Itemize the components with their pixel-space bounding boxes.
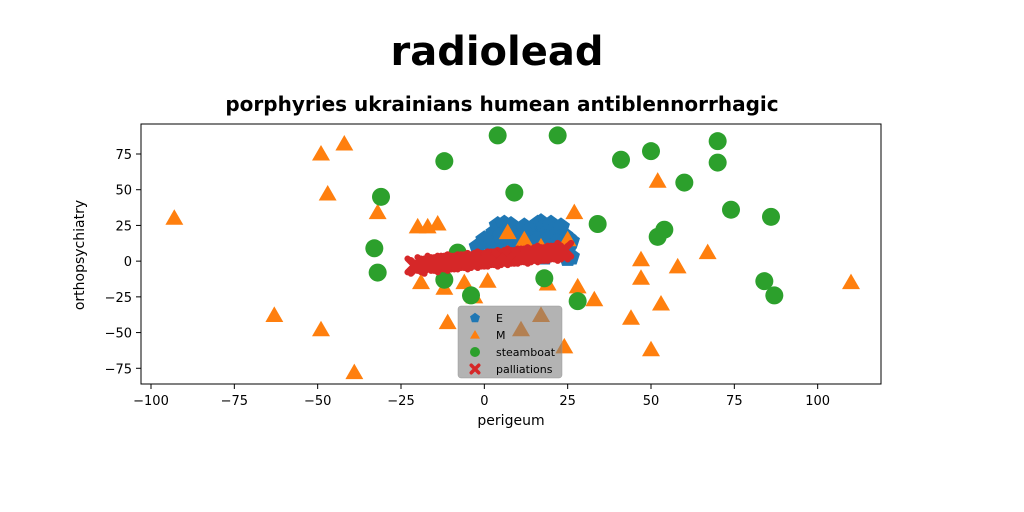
data-point-m [428, 215, 447, 231]
y-tick-label: 75 [115, 148, 132, 163]
data-point-m [312, 320, 330, 337]
data-point-m [642, 340, 660, 357]
data-point-steamboat [755, 272, 774, 291]
legend-marker-palliations [469, 363, 481, 375]
data-point-m [632, 269, 650, 285]
y-tick-label: −25 [105, 291, 132, 306]
data-point-m [568, 277, 587, 294]
y-tick-label: 25 [115, 219, 132, 234]
data-point-steamboat [488, 126, 507, 145]
data-point-m [312, 145, 330, 161]
x-axis-ticks: −100 −75 −50 −25 0 25 50 75 100 [133, 384, 830, 409]
data-point-steamboat [765, 286, 784, 305]
data-point-m [842, 273, 860, 290]
x-tick-label: −100 [133, 394, 169, 409]
data-point-steamboat [548, 126, 567, 145]
data-point-m [668, 257, 687, 274]
y-tick-label: −75 [105, 362, 132, 377]
y-axis-ticks: −75 −50 −25 0 25 50 75 [105, 148, 141, 377]
x-tick-label: −25 [387, 394, 414, 409]
x-tick-label: −75 [221, 394, 248, 409]
chart-title: radiolead [390, 29, 603, 75]
data-point-m [632, 250, 650, 267]
legend-marker-m [470, 330, 480, 339]
y-axis-label: orthopsychiatry [72, 200, 88, 310]
data-point-m [622, 309, 640, 325]
x-tick-label: 0 [480, 394, 488, 409]
y-tick-label: −50 [105, 327, 132, 342]
data-point-m [515, 230, 534, 247]
x-tick-label: 25 [559, 394, 576, 409]
data-point-steamboat [708, 132, 727, 151]
data-point-m [165, 209, 184, 225]
legend-label-steamboat: steamboat [496, 346, 556, 359]
x-tick-label: −50 [304, 394, 331, 409]
data-point-m [318, 185, 337, 201]
data-point-steamboat [642, 142, 660, 161]
data-point-steamboat [372, 187, 390, 206]
data-point-steamboat [722, 200, 740, 219]
data-point-steamboat [655, 220, 674, 239]
data-point-steamboat [708, 153, 727, 172]
data-point-m [652, 295, 670, 311]
data-point-steamboat [568, 292, 587, 311]
data-point-steamboat [612, 150, 630, 169]
legend-label-e: E [496, 312, 503, 325]
data-point-steamboat [505, 183, 524, 202]
data-point-steamboat [435, 270, 454, 289]
data-point-m [455, 273, 474, 290]
data-point-m [412, 273, 430, 290]
y-tick-label: 50 [115, 184, 132, 199]
legend-marker-steamboat [470, 347, 480, 357]
x-tick-label: 50 [643, 394, 660, 409]
legend-marker-e [470, 312, 480, 323]
x-axis-label: perigeum [477, 413, 544, 429]
data-point-m [265, 306, 284, 322]
data-point-m [565, 203, 584, 220]
data-point-steamboat [462, 286, 480, 305]
data-point-steamboat [588, 215, 607, 233]
plot-frame [140, 123, 882, 385]
data-point-m [698, 243, 717, 260]
legend-box [457, 305, 563, 379]
plot-marks [165, 126, 860, 380]
x-tick-label: 75 [726, 394, 743, 409]
legend-label-palliations: palliations [496, 363, 553, 376]
data-point-m [438, 313, 457, 330]
data-point-palliations [551, 242, 571, 263]
data-point-m [368, 203, 387, 220]
legend-label-m: M [496, 329, 506, 342]
data-point-steamboat [535, 269, 554, 288]
data-point-m [648, 172, 667, 188]
data-point-steamboat [675, 173, 694, 192]
data-point-steamboat [435, 152, 454, 171]
data-point-steamboat [365, 239, 384, 258]
data-point-steamboat [762, 207, 780, 226]
data-point-m [498, 223, 517, 240]
x-tick-label: 100 [805, 394, 830, 409]
data-point-m [345, 363, 364, 380]
data-point-m [585, 290, 604, 307]
data-point-steamboat [368, 263, 387, 282]
data-point-m [335, 135, 354, 151]
data-point-m [478, 272, 497, 288]
y-tick-label: 0 [124, 255, 132, 270]
chart-subtitle: porphyries ukrainians humean antiblennor… [225, 92, 778, 116]
